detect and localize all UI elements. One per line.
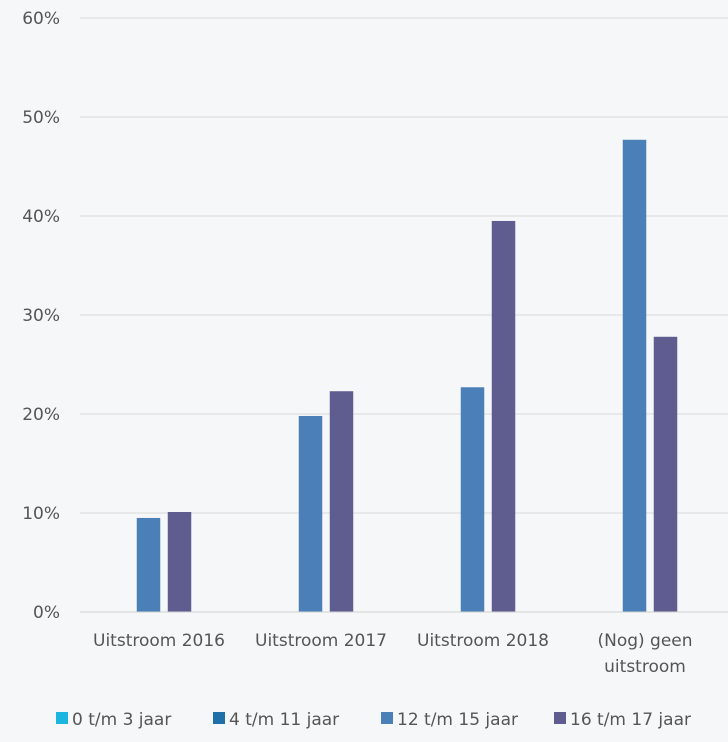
legend-label: 12 t/m 15 jaar — [397, 710, 518, 730]
x-tick-label: Uitstroom 2017 — [255, 631, 387, 651]
y-tick-label: 30% — [22, 306, 60, 326]
y-tick-label: 50% — [22, 108, 60, 128]
bar-16-t-m-17-jaar — [329, 391, 354, 612]
bar-12-t-m-15-jaar — [460, 387, 485, 612]
bar-16-t-m-17-jaar — [491, 220, 516, 612]
legend-label: 16 t/m 17 jaar — [570, 710, 691, 730]
bar-16-t-m-17-jaar — [167, 512, 192, 612]
legend-label: 0 t/m 3 jaar — [72, 710, 171, 730]
y-tick-label: 10% — [22, 504, 60, 524]
y-tick-label: 0% — [33, 603, 60, 623]
bar-12-t-m-15-jaar — [298, 415, 323, 612]
x-tick-label: Uitstroom 2016 — [93, 631, 225, 651]
legend-swatch — [381, 712, 393, 724]
legend-label: 4 t/m 11 jaar — [229, 710, 339, 730]
x-tick-label: Uitstroom 2018 — [417, 631, 549, 651]
y-tick-label: 60% — [22, 9, 60, 29]
legend-swatch — [56, 712, 68, 724]
legend-swatch — [554, 712, 566, 724]
legend-swatch — [213, 712, 225, 724]
bar-12-t-m-15-jaar — [622, 139, 647, 612]
bar-16-t-m-17-jaar — [653, 336, 678, 612]
y-tick-label: 20% — [22, 405, 60, 425]
x-tick-label: (Nog) geen — [597, 631, 692, 651]
bar-12-t-m-15-jaar — [136, 517, 161, 612]
y-tick-label: 40% — [22, 207, 60, 227]
x-tick-label: uitstroom — [604, 657, 686, 677]
